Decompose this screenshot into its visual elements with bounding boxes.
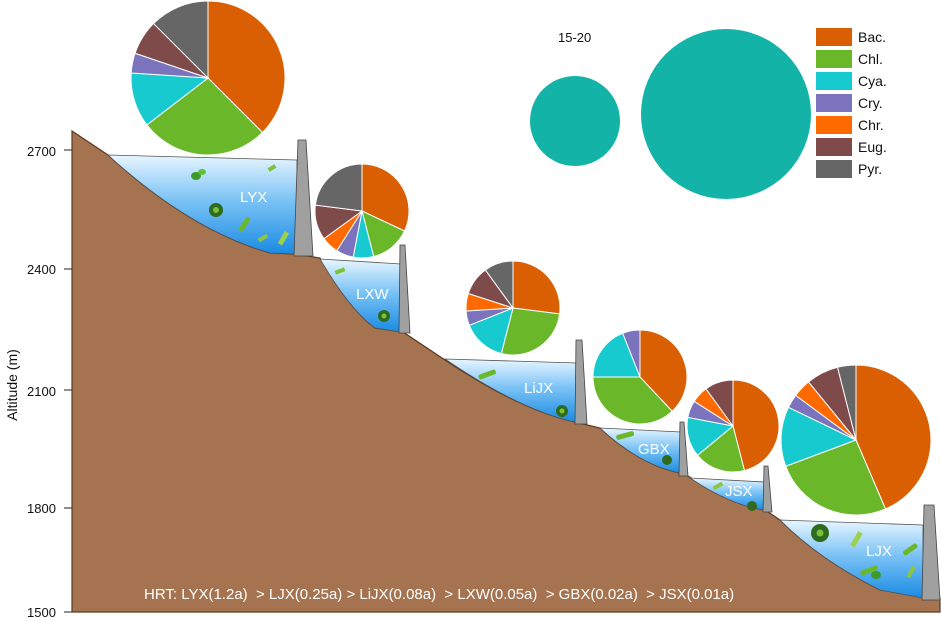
pie-slice-gbx-chl <box>592 376 673 425</box>
legend-label-chl: Chl. <box>858 51 883 67</box>
altitude-tick-2100: 2100 <box>27 384 56 399</box>
reservoir-label-ljx: LJX <box>866 543 892 560</box>
algae-icon <box>712 481 757 511</box>
pie-slice-lyx-pyr <box>152 0 209 80</box>
legend-swatch-bac <box>816 28 852 46</box>
reservoir-label-gbx: GBX <box>638 441 670 458</box>
pie-slice-ljx-bac <box>855 364 932 510</box>
dam-ljx <box>921 504 941 601</box>
algae-icon <box>478 369 568 417</box>
legend-swatch-pyr <box>816 160 852 178</box>
dam-jsx <box>762 465 773 513</box>
pie-charts <box>130 0 932 516</box>
legend-swatch-cry <box>816 94 852 112</box>
pie-slice-gbx-bac <box>639 329 688 412</box>
size-legend-circle-small <box>530 76 620 166</box>
pie-slice-lyx-chl <box>146 77 264 156</box>
legend-swatch-cya <box>816 72 852 90</box>
reservoir-label-lxw: LXW <box>356 286 389 303</box>
pie-slice-lxw-bac <box>361 163 410 232</box>
size-legend-label-small: 15-20 <box>558 30 591 45</box>
altitude-axis-title: Altitude (m) <box>4 349 20 421</box>
altitude-tick-1800: 1800 <box>27 501 56 516</box>
dam-lyx <box>293 139 314 257</box>
pie-slice-gbx-cry <box>622 329 641 378</box>
altitude-tick-2400: 2400 <box>27 262 56 277</box>
pie-slice-ljx-cya <box>780 406 858 467</box>
pie-slice-lijx-chl <box>500 307 561 356</box>
dam-gbx <box>678 421 689 477</box>
reservoir-label-jsx: JSX <box>725 483 753 500</box>
hrt-ranking: HRT: LYX(1.2a) > LJX(0.25a) > LiJX(0.08a… <box>144 586 734 603</box>
altitude-axis: Altitude (m) 2700 2400 2100 1800 1500 <box>4 144 74 620</box>
pie-jsx <box>686 379 780 473</box>
pie-lyx <box>130 0 286 156</box>
dam-lxw <box>398 244 411 334</box>
dam-lijx <box>574 339 588 425</box>
legend-label-cry: Cry. <box>858 95 883 111</box>
pie-slice-jsx-bac <box>732 379 780 472</box>
pie-slice-jsx-chl <box>696 425 746 473</box>
pie-lijx <box>465 260 561 356</box>
pie-slice-lijx-pyr <box>484 260 514 310</box>
pie-lxw <box>314 163 410 259</box>
pie-slice-lyx-bac <box>207 0 286 134</box>
algae-icon <box>616 431 672 465</box>
pie-slice-gbx-cya <box>592 332 641 378</box>
legend-swatch-chr <box>816 116 852 134</box>
legend-label-eug: Eug. <box>858 139 887 155</box>
dams <box>293 139 941 601</box>
pie-gbx <box>592 329 688 425</box>
pie-slice-lxw-pyr <box>314 163 363 212</box>
legend-label-chr: Chr. <box>858 117 884 133</box>
algae-icon <box>811 524 918 579</box>
legend-swatch-chl <box>816 50 852 68</box>
reservoir-labels: LYX LXW LiJX GBX JSX LJX <box>240 189 892 560</box>
size-legend: 15-20 25-30 <box>530 29 811 199</box>
pie-ljx <box>780 364 932 516</box>
algae-decorations <box>191 164 918 579</box>
altitude-tick-2700: 2700 <box>27 144 56 159</box>
water-lyx <box>106 154 298 255</box>
altitude-tick-1500: 1500 <box>27 605 56 620</box>
legend-label-cya: Cya. <box>858 73 887 89</box>
algae-icon <box>191 164 290 246</box>
legend-label-pyr: Pyr. <box>858 161 882 177</box>
pie-slice-lijx-bac <box>512 260 561 315</box>
reservoir-label-lyx: LYX <box>240 189 267 206</box>
legend-swatch-eug <box>816 138 852 156</box>
pie-slice-jsx-eug <box>705 379 734 428</box>
pie-slice-ljx-pyr <box>836 364 857 441</box>
pie-slice-ljx-chl <box>785 439 887 516</box>
reservoir-label-lijx: LiJX <box>524 380 553 397</box>
phyla-legend: Bac. Chl. Cya. Cry. Chr. Eug. Pyr. <box>816 28 887 178</box>
legend-label-bac: Bac. <box>858 29 886 45</box>
size-legend-circle-large <box>641 29 811 199</box>
algae-icon <box>334 267 390 322</box>
